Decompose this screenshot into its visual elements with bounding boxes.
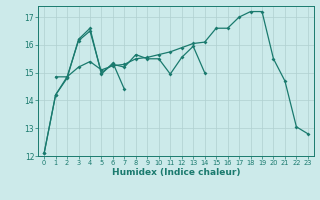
X-axis label: Humidex (Indice chaleur): Humidex (Indice chaleur) <box>112 168 240 177</box>
